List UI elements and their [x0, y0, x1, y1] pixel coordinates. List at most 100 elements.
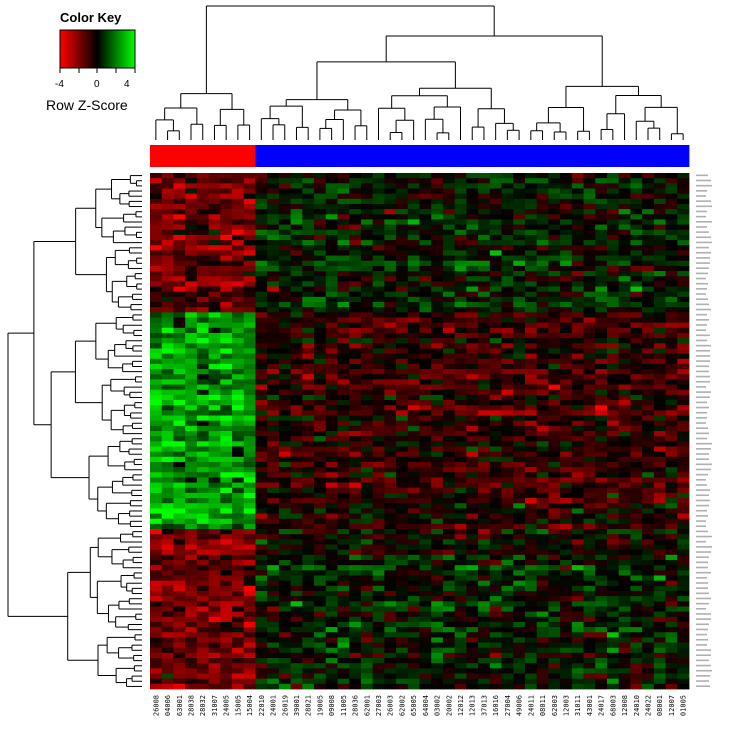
heatmap-cell	[220, 410, 233, 416]
heatmap-cell	[267, 523, 280, 530]
heatmap-cell	[407, 663, 420, 669]
heatmap-cell	[349, 219, 362, 225]
heatmap-cell	[267, 451, 280, 458]
heatmap-cell	[384, 461, 397, 468]
heatmap-cell	[232, 560, 245, 566]
heatmap-cell	[513, 590, 526, 597]
heatmap-cell	[150, 343, 163, 349]
heatmap-cell	[407, 575, 420, 582]
heatmap-cell	[208, 683, 221, 690]
heatmap-cell	[185, 203, 198, 210]
heatmap-cell	[524, 658, 538, 664]
heatmap-cell	[536, 436, 549, 442]
heatmap-cell	[208, 302, 221, 308]
heatmap-cell	[302, 611, 315, 618]
heatmap-cell	[571, 394, 584, 401]
heatmap-cell	[536, 245, 549, 251]
heatmap-cell	[548, 389, 561, 396]
column-group-cell	[278, 145, 292, 167]
heatmap-cell	[150, 652, 163, 659]
heatmap-cell	[431, 291, 444, 298]
heatmap-cell	[653, 668, 666, 674]
heatmap-cell	[278, 291, 292, 298]
heatmap-cell	[595, 358, 608, 365]
heatmap-cell	[524, 203, 538, 210]
heatmap-cell	[583, 193, 596, 200]
heatmap-cell	[243, 431, 256, 437]
heatmap-cell	[501, 193, 514, 200]
heatmap-cell	[571, 627, 584, 633]
heatmap-cell	[185, 678, 198, 685]
heatmap-cell	[419, 652, 432, 659]
heatmap-cell	[548, 570, 561, 576]
heatmap-cell	[665, 420, 678, 427]
heatmap-cell	[677, 245, 690, 251]
heatmap-cell	[384, 353, 397, 360]
heatmap-cell	[466, 601, 479, 607]
heatmap-cell	[173, 529, 186, 535]
heatmap-cell	[466, 446, 479, 453]
heatmap-cell	[583, 575, 596, 582]
heatmap-cell	[606, 652, 620, 659]
heatmap-cell	[630, 472, 643, 478]
heatmap-cell	[642, 627, 655, 633]
heatmap-cell	[290, 296, 303, 303]
heatmap-cell	[653, 338, 666, 344]
heatmap-cell	[606, 508, 620, 514]
heatmap-cell	[419, 616, 432, 623]
heatmap-cell	[372, 234, 385, 241]
heatmap-cell	[349, 565, 362, 571]
heatmap-cell	[278, 363, 292, 370]
heatmap-cell	[232, 178, 245, 184]
heatmap-cell	[618, 632, 631, 638]
heatmap-cell	[396, 332, 409, 339]
heatmap-cell	[630, 580, 643, 587]
heatmap-cell	[185, 570, 198, 576]
heatmap-cell	[419, 642, 432, 649]
heatmap-cell	[243, 188, 256, 195]
heatmap-cell	[384, 296, 397, 303]
heatmap-cell	[255, 461, 268, 468]
heatmap-cell	[232, 173, 245, 179]
heatmap-cell	[325, 245, 338, 251]
heatmap-cell	[630, 549, 643, 556]
heatmap-cell	[314, 369, 327, 375]
heatmap-cell	[337, 451, 350, 458]
heatmap-cell	[243, 461, 256, 468]
heatmap-cell	[431, 332, 444, 339]
heatmap-cell	[513, 178, 526, 184]
heatmap-cell	[419, 260, 432, 267]
heatmap-cell	[150, 554, 163, 561]
heatmap-cell	[267, 405, 280, 411]
heatmap-cell	[314, 229, 327, 236]
heatmap-cell	[677, 281, 690, 287]
heatmap-cell	[536, 621, 549, 628]
heatmap-cell	[630, 209, 643, 215]
heatmap-cell	[407, 255, 420, 262]
heatmap-cell	[548, 358, 561, 365]
heatmap-cell	[513, 348, 526, 354]
heatmap-cell	[337, 492, 350, 499]
heatmap-cell	[396, 265, 409, 272]
heatmap-cell	[442, 585, 456, 592]
heatmap-cell	[337, 240, 350, 246]
heatmap-cell	[454, 585, 467, 592]
heatmap-cell	[513, 565, 526, 571]
heatmap-cell	[325, 214, 338, 220]
heatmap-cell	[489, 436, 502, 442]
heatmap-cell	[161, 477, 174, 483]
heatmap-cell	[677, 173, 690, 179]
heatmap-cell	[278, 224, 292, 231]
heatmap-cell	[571, 606, 584, 612]
heatmap-cell	[606, 389, 620, 396]
heatmap-cell	[454, 575, 467, 582]
heatmap-cell	[372, 482, 385, 489]
heatmap-cell	[618, 570, 631, 576]
heatmap-cell	[466, 554, 479, 561]
heatmap-cell	[372, 549, 385, 556]
heatmap-cell	[185, 523, 198, 530]
heatmap-cell	[243, 369, 256, 375]
heatmap-cell	[208, 632, 221, 638]
heatmap-cell	[278, 642, 292, 649]
heatmap-cell	[560, 431, 573, 437]
